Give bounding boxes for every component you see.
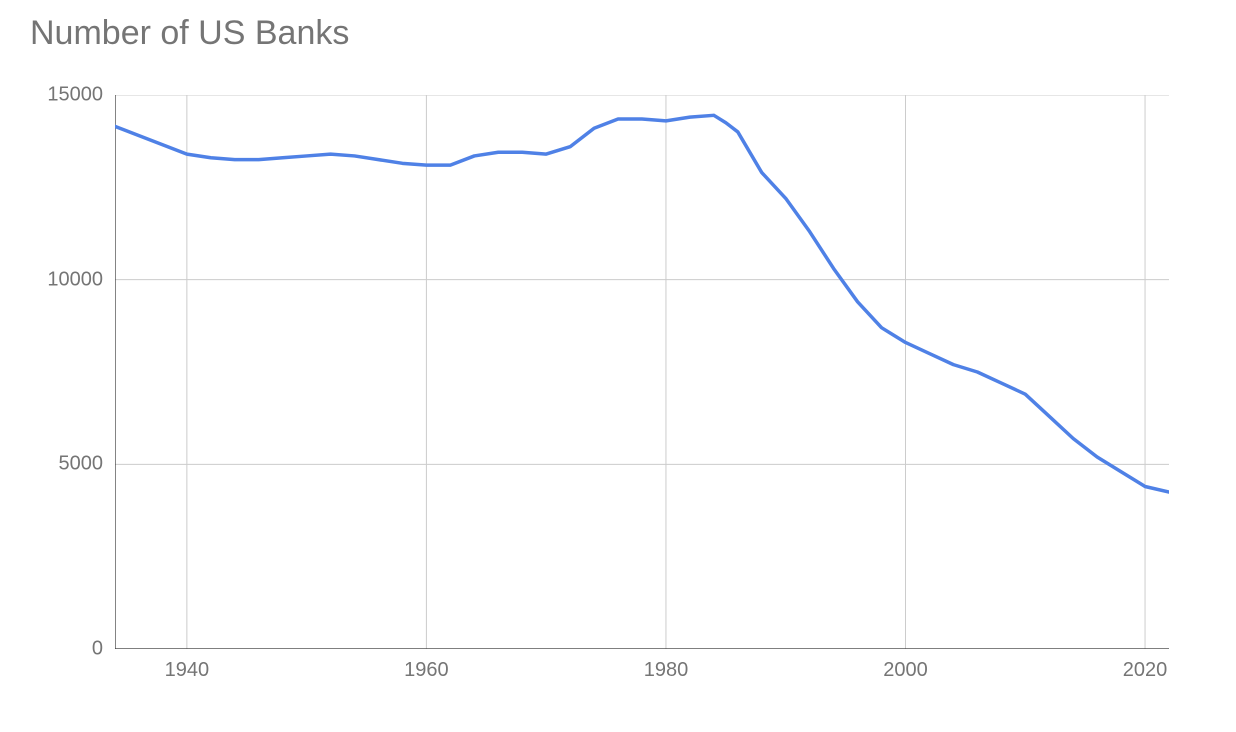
y-tick-label: 15000 xyxy=(47,84,103,107)
y-tick-label: 5000 xyxy=(59,453,104,476)
chart-svg xyxy=(115,95,1169,649)
x-tick-label: 2020 xyxy=(1123,659,1168,682)
x-tick-label: 1940 xyxy=(165,659,210,682)
x-tick-label: 1980 xyxy=(644,659,689,682)
y-tick-label: 0 xyxy=(92,638,103,661)
x-tick-label: 1960 xyxy=(404,659,449,682)
chart-title: Number of US Banks xyxy=(30,14,349,53)
line-series xyxy=(115,115,1169,492)
x-tick-label: 2000 xyxy=(883,659,928,682)
y-tick-label: 10000 xyxy=(47,268,103,291)
plot-area xyxy=(115,95,1169,649)
chart-container: Number of US Banks 0 5000 10000 15000 1940 1… xyxy=(0,0,1236,732)
